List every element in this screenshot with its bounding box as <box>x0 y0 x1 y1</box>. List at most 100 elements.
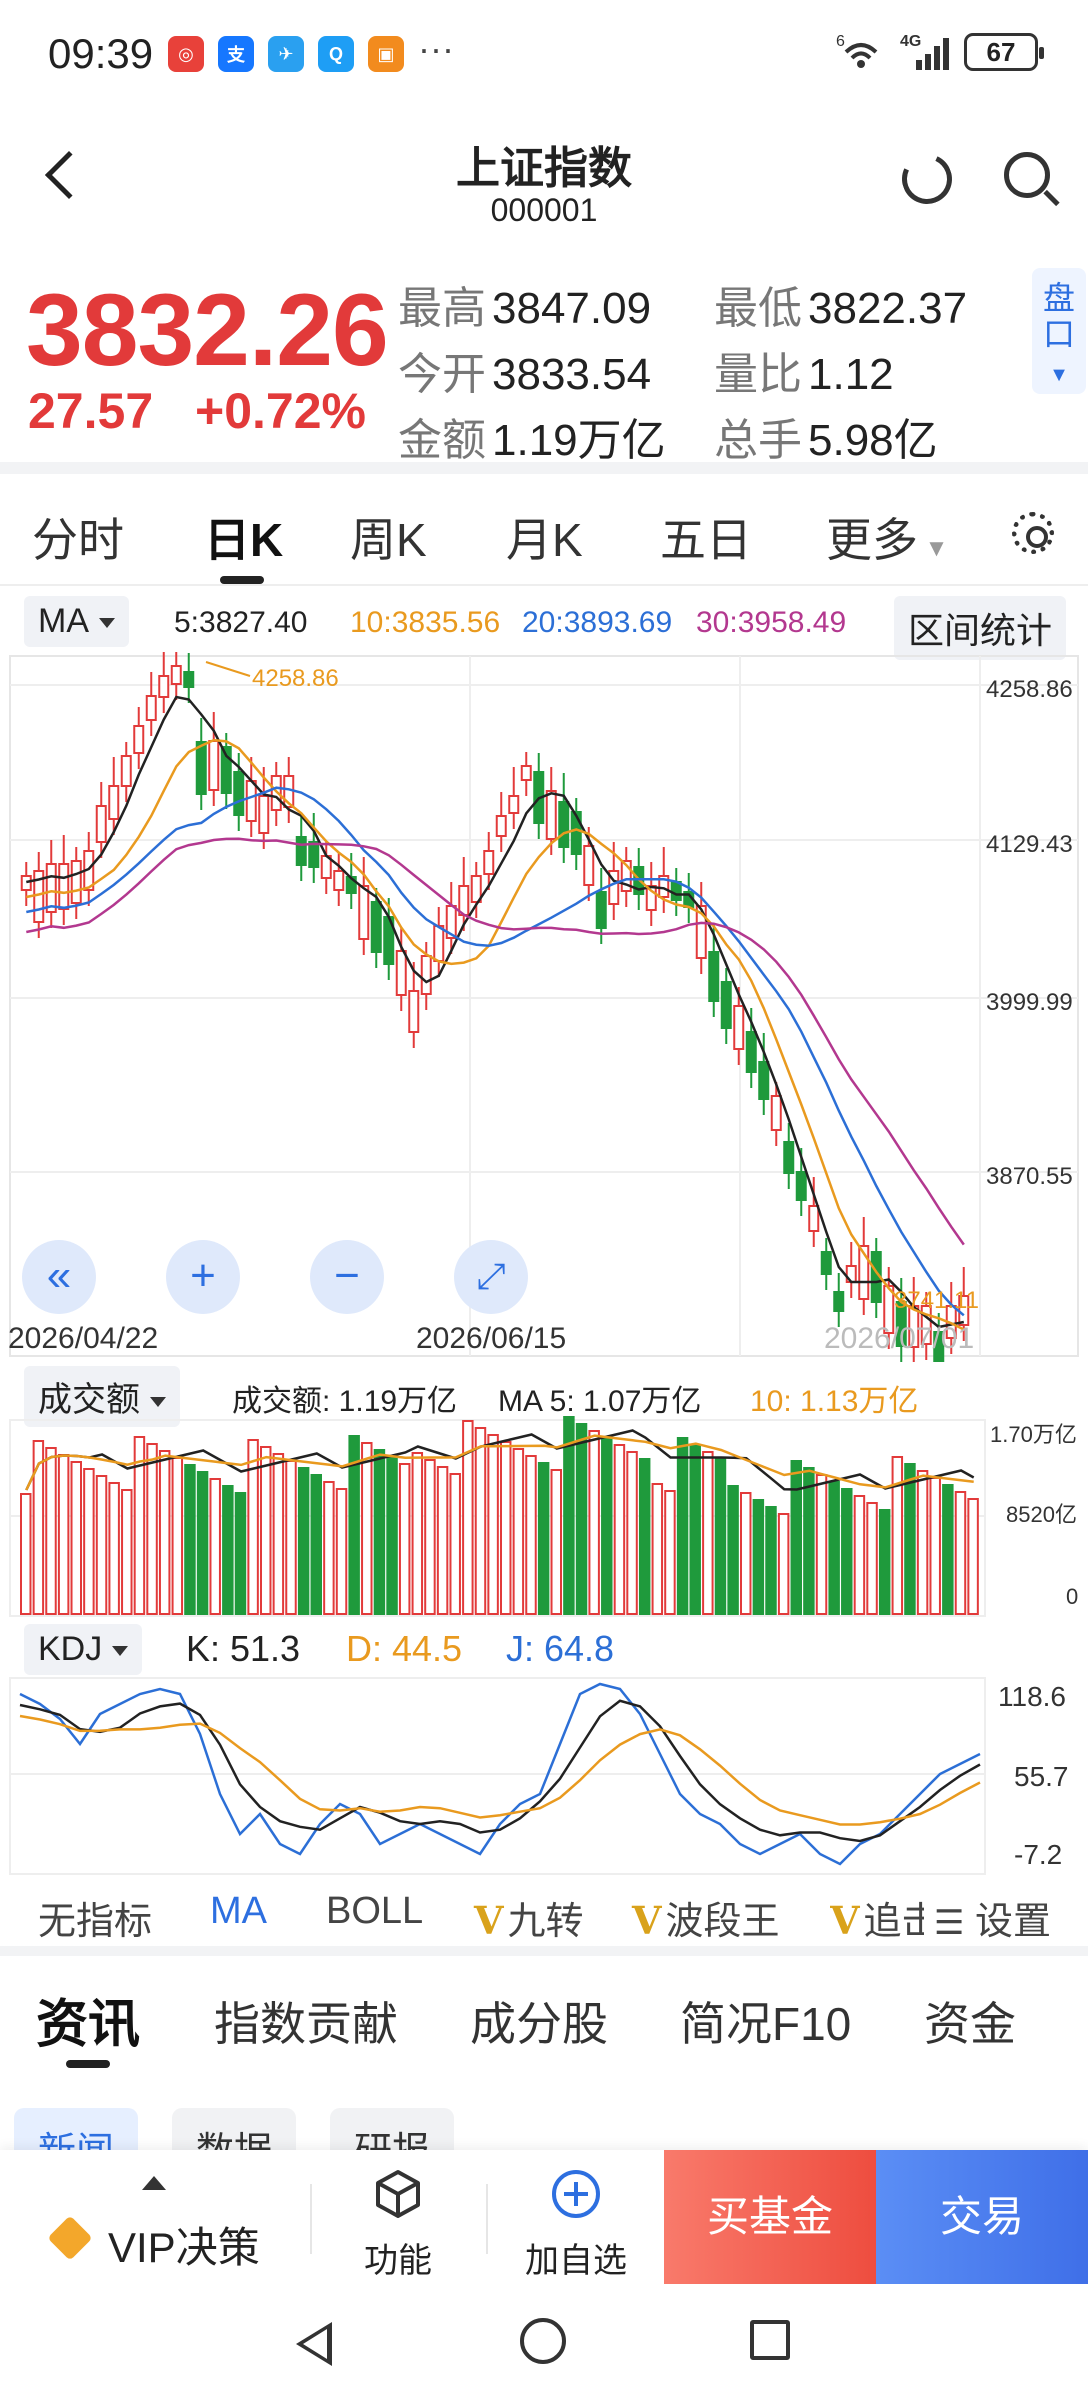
function-label: 功能 <box>364 2242 432 2280</box>
current-price: 3832.26 <box>26 273 389 387</box>
date-label-mid: 2026/06/15 <box>416 1322 567 1355</box>
vip-decision-button[interactable]: VIP决策 <box>46 2150 306 2284</box>
indicator-ma[interactable]: MA <box>210 1890 267 1932</box>
divider <box>0 584 1088 586</box>
cell-signal-icon: 4G <box>900 33 949 70</box>
vip-label: VIP决策 <box>108 2224 260 2271</box>
tab-f10[interactable]: 简况F10 <box>680 1998 852 2050</box>
cube-icon <box>376 2170 420 2218</box>
volume-legend: 成交额 成交额: 1.19万亿 MA 5: 1.07万亿 10: 1.13万亿 <box>0 1362 1088 1427</box>
header: 上证指数 000001 <box>0 120 1088 250</box>
indicator-boduanwang[interactable]: V 波段王 <box>632 1898 780 1943</box>
ma-lines <box>26 695 965 1331</box>
kdj-j: J: 64.8 <box>506 1628 615 1669</box>
buy-fund-button[interactable]: 买基金 <box>664 2150 876 2284</box>
settings-icon: ☰ <box>934 1904 965 1942</box>
price-grid <box>9 655 1079 1357</box>
kdj-axis-mid: 55.7 <box>1014 1761 1069 1792</box>
system-nav-bar <box>0 2284 1088 2400</box>
nav-home-icon[interactable] <box>520 2318 566 2364</box>
tab-more[interactable]: 更多 ▼ <box>826 514 949 566</box>
volume-axis-zero: 0 <box>1066 1584 1078 1609</box>
divider <box>486 2184 488 2254</box>
quote-panel: 3832.26 27.57 +0.72% 最高 3847.09 最低 3822.37… <box>0 260 1088 465</box>
interval-stats-button[interactable]: 区间统计 <box>894 596 1067 660</box>
app-icon-5: ▣ <box>368 36 404 72</box>
indicator-settings[interactable]: ☰ 设置 <box>934 1890 1052 1945</box>
change-percent: +0.72% <box>195 383 367 439</box>
status-time: 09:39 <box>48 30 154 77</box>
function-button[interactable]: 功能 <box>338 2168 458 2284</box>
add-watchlist-button[interactable]: 加自选 <box>516 2168 636 2284</box>
tab-weekly-k[interactable]: 周K <box>350 514 427 566</box>
candles <box>20 652 970 1362</box>
volume-value: 成交额: 1.19万亿 <box>232 1385 458 1418</box>
tab-capital[interactable]: 资金 <box>924 1998 1016 2050</box>
news-tabs: 资讯 指数贡献 成分股 简况F10 资金 <box>0 1960 1088 2068</box>
ma-selector[interactable]: MA <box>24 596 129 647</box>
indicator-jiuzhuan[interactable]: V 九转 <box>474 1898 584 1943</box>
price-axis-labels: 4258.86 4129.43 3999.99 3870.55 <box>986 676 1073 1190</box>
news-tab-indicator <box>66 2060 110 2068</box>
volume-chart[interactable]: 1.70万亿 8520亿 0 <box>0 1416 1088 1622</box>
zoom-out-button[interactable]: − <box>310 1240 384 1314</box>
scroll-left-button[interactable]: « <box>22 1240 96 1314</box>
network-type: 4G <box>900 33 921 50</box>
wifi-prefix: 6 <box>836 33 845 50</box>
price-axis-label: 4258.86 <box>986 676 1073 703</box>
tab-five-day[interactable]: 五日 <box>660 514 752 566</box>
volume-selector[interactable]: 成交额 <box>24 1366 180 1427</box>
ma20-value: 20:3893.69 <box>522 606 673 639</box>
kline-tabs: 分时 日K 周K 月K 五日 更多 ▼ <box>0 484 1088 584</box>
nav-recents-icon[interactable] <box>750 2320 790 2360</box>
tab-daily-k[interactable]: 日K <box>204 514 284 566</box>
kdj-axis-max: 118.6 <box>998 1681 1066 1712</box>
kdj-selector[interactable]: KDJ <box>24 1624 143 1675</box>
tab-news[interactable]: 资讯 <box>36 1996 141 2054</box>
tab-index-contribution[interactable]: 指数贡献 <box>214 1998 398 2050</box>
indicator-none[interactable]: 无指标 <box>38 1901 153 1943</box>
app-icon-1: ◎ <box>168 36 204 72</box>
trade-button[interactable]: 交易 <box>876 2150 1088 2284</box>
volume-ma10: 10: 1.13万亿 <box>750 1385 919 1418</box>
tab-active-indicator <box>220 576 264 584</box>
stat-open: 今开 3833.54 <box>398 350 652 399</box>
stat-vol-ratio: 量比 1.12 <box>714 350 894 399</box>
diamond-icon <box>47 2215 93 2261</box>
bottom-action-bar: VIP决策 功能 加自选 买基金 交易 <box>0 2150 1088 2284</box>
expand-up-icon <box>142 2176 166 2190</box>
stat-low: 最低 3822.37 <box>714 284 968 333</box>
tab-intraday[interactable]: 分时 <box>32 514 124 566</box>
divider <box>0 462 1088 474</box>
stock-code: 000001 <box>490 192 598 228</box>
pankou-button[interactable]: 盘口 ▼ <box>1032 268 1086 394</box>
gear-icon[interactable] <box>1012 512 1054 554</box>
zoom-in-button[interactable]: + <box>166 1240 240 1314</box>
tab-constituents[interactable]: 成分股 <box>470 1998 608 2050</box>
price-axis-label: 4129.43 <box>986 831 1073 858</box>
tab-monthly-k[interactable]: 月K <box>506 514 583 566</box>
date-label-end: 2026/07/01 <box>824 1322 975 1355</box>
divider <box>310 2184 312 2254</box>
kdj-legend: KDJ K: 51.3 D: 44.5 J: 64.8 <box>0 1620 1088 1676</box>
price-axis-label: 3870.55 <box>986 1163 1073 1190</box>
min-price-label: 3741.11 <box>894 1287 979 1314</box>
search-icon[interactable] <box>1004 152 1050 198</box>
change-value: 27.57 <box>28 383 154 439</box>
volume-axis-max: 1.70万亿 <box>990 1422 1077 1447</box>
app-icon-alipay: 支 <box>218 36 254 72</box>
date-label-start: 2026/04/22 <box>8 1322 159 1355</box>
indicator-zhuiji[interactable]: V 追击 <box>830 1898 924 1943</box>
indicator-boll[interactable]: BOLL <box>326 1890 424 1932</box>
add-watch-label: 加自选 <box>525 2242 627 2280</box>
kdj-chart[interactable]: 118.6 55.7 -7.2 <box>0 1674 1088 1880</box>
volume-ma5: MA 5: 1.07万亿 <box>498 1385 702 1418</box>
fullscreen-button[interactable]: ⤢ <box>454 1240 528 1314</box>
price-change: 27.57 +0.72% <box>28 382 366 440</box>
ma-legend: MA 5:3827.40 10:3835.56 20:3893.69 30:39… <box>0 592 1088 660</box>
divider <box>0 1946 1088 1956</box>
stat-high: 最高 3847.09 <box>398 284 652 333</box>
nav-back-icon[interactable] <box>296 2322 332 2366</box>
candlestick-chart[interactable]: 4258.86 4129.43 3999.99 3870.55 4258.86 374… <box>0 652 1088 1362</box>
ma10-value: 10:3835.56 <box>350 606 501 639</box>
